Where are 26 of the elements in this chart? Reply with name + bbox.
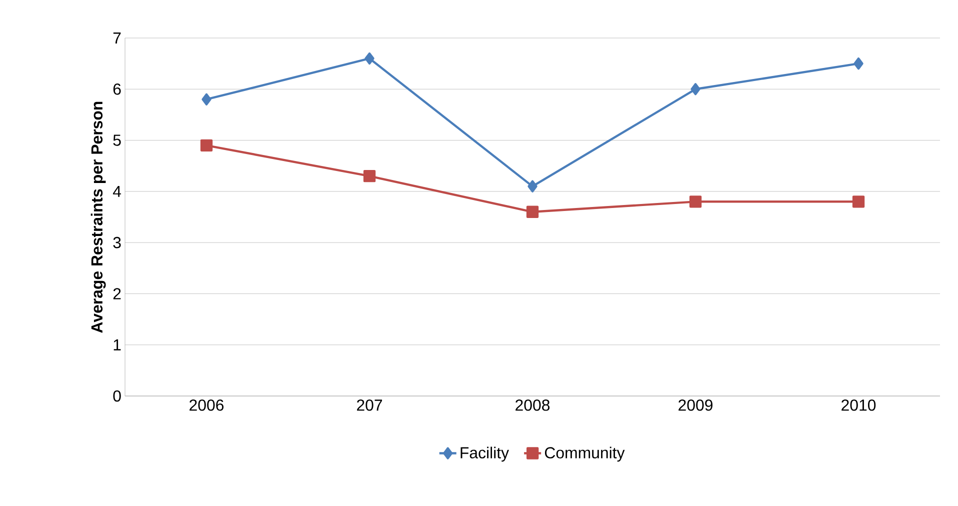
- y-tick-label: 0: [113, 390, 121, 402]
- y-tick-label: 7: [113, 32, 121, 44]
- point: [202, 93, 212, 106]
- point: [690, 83, 700, 96]
- point: [528, 180, 538, 192]
- legend-label: Community: [544, 446, 625, 462]
- point: [364, 52, 374, 65]
- point: [854, 57, 864, 70]
- point: [852, 196, 865, 208]
- x-tick-label: 207: [357, 400, 382, 411]
- x-tick-label: 2010: [842, 400, 876, 411]
- point: [526, 206, 539, 218]
- x-tick-label: 2006: [190, 400, 224, 411]
- y-tick-label: 6: [113, 84, 121, 95]
- legend-label: Facility: [460, 446, 509, 462]
- point: [689, 196, 702, 208]
- y-tick-label: 5: [113, 134, 121, 146]
- x-tick-label: 2009: [678, 400, 712, 411]
- y-tick-label: 2: [113, 288, 121, 300]
- y-tick-label: 4: [112, 186, 122, 197]
- y-tick-label: 3: [113, 236, 121, 248]
- point: [200, 139, 213, 152]
- y-tick-label: 1: [114, 339, 121, 350]
- y-axis-title: Average Restraints per Person: [90, 102, 106, 333]
- point: [363, 170, 376, 182]
- x-tick-label: 2008: [516, 400, 550, 411]
